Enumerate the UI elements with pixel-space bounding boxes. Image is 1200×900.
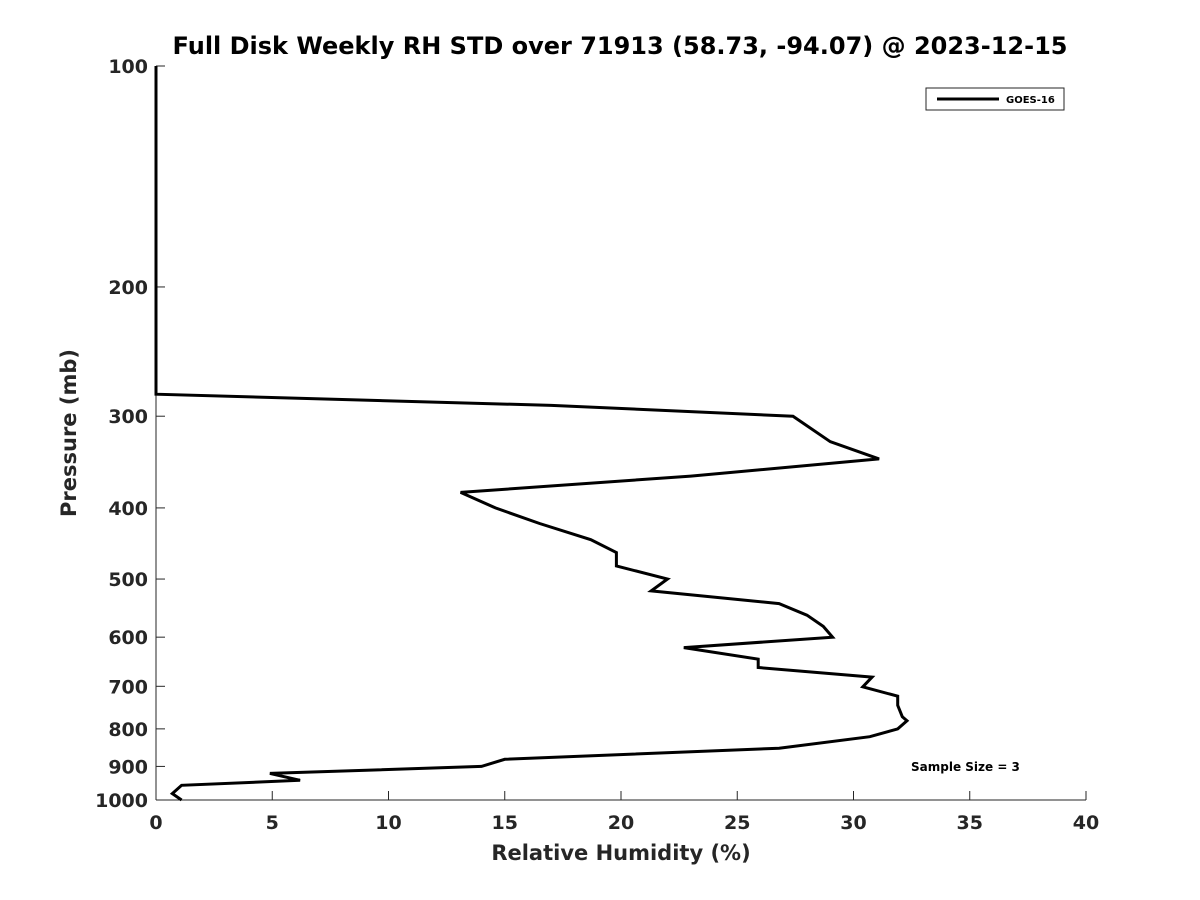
series-layer [154,66,910,802]
y-tick-label-700: 700 [108,676,148,698]
y-axis-label: Pressure (mb) [57,349,81,517]
x-tick-label-35: 35 [957,812,983,834]
y-tick-label-800: 800 [108,719,148,741]
y-tick-label-1000: 1000 [95,790,148,812]
x-tick-label-5: 5 [266,812,279,834]
x-tick-label-15: 15 [492,812,518,834]
series-line-goes-16 [154,66,910,802]
y-tick-label-600: 600 [108,627,148,649]
x-tick-label-0: 0 [149,812,162,834]
x-tick-label-25: 25 [724,812,750,834]
x-tick-label-10: 10 [375,812,401,834]
x-tick-label-40: 40 [1073,812,1099,834]
sample-size-annotation: Sample Size = 3 [911,760,1020,774]
axes [155,66,1086,801]
x-ticks: 0 5 10 15 20 25 30 35 40 [149,791,1099,834]
legend: GOES-16 [925,87,1065,111]
y-tick-label-500: 500 [108,569,148,591]
y-tick-label-400: 400 [108,498,148,520]
x-tick-label-20: 20 [608,812,634,834]
x-tick-label-30: 30 [840,812,866,834]
legend-label-goes-16: GOES-16 [1006,95,1055,106]
y-ticks: 100 200 300 400 500 600 700 800 900 1000 [95,56,165,812]
chart-title: Full Disk Weekly RH STD over 71913 (58.7… [173,32,1068,60]
y-tick-label-100: 100 [108,56,148,78]
y-tick-label-300: 300 [108,406,148,428]
y-tick-label-200: 200 [108,277,148,299]
x-axis-label: Relative Humidity (%) [491,841,750,865]
y-tick-label-900: 900 [108,756,148,778]
